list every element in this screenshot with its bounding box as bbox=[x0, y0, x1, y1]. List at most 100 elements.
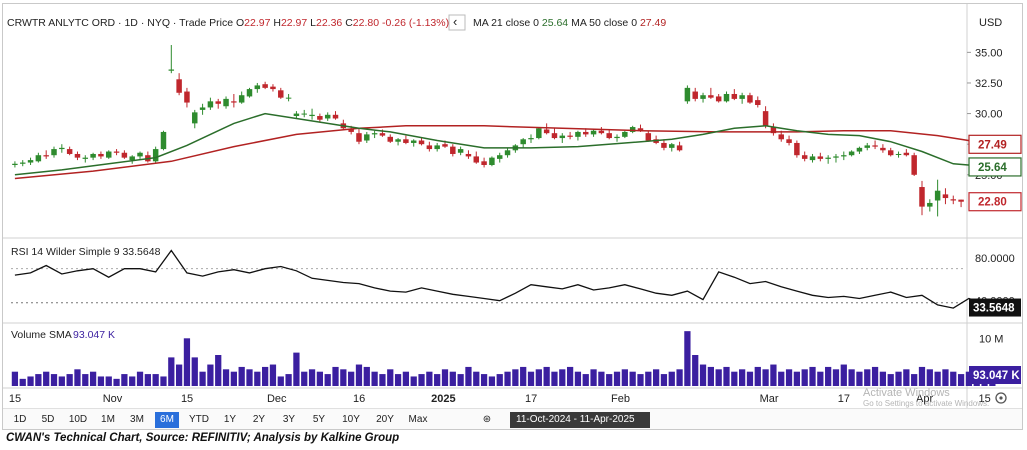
volume-bar bbox=[754, 366, 761, 386]
candle bbox=[403, 139, 409, 143]
range-button-5y[interactable]: 5Y bbox=[312, 414, 326, 425]
volume-bar bbox=[684, 331, 691, 386]
volume-bar bbox=[598, 371, 605, 386]
volume-bar bbox=[950, 371, 957, 386]
range-button-ytd[interactable]: YTD bbox=[189, 414, 209, 425]
x-tick-label: Feb bbox=[611, 393, 630, 405]
range-button-6m[interactable]: 6M bbox=[155, 412, 179, 428]
candle bbox=[364, 134, 370, 141]
volume-bar bbox=[590, 369, 597, 386]
candle bbox=[223, 98, 229, 107]
ohlc-legend: CRWTR ANLYTC ORD · 1D · NYQ · Trade Pric… bbox=[7, 17, 449, 29]
candle bbox=[489, 157, 495, 165]
volume-bar bbox=[379, 374, 386, 386]
candle bbox=[770, 127, 777, 134]
volume-badge-label: 93.047 K bbox=[973, 370, 1020, 382]
volume-bar bbox=[168, 357, 175, 386]
candle bbox=[176, 79, 182, 93]
range-button-1d[interactable]: 1D bbox=[13, 414, 27, 425]
rsi-badge bbox=[969, 298, 1021, 317]
rsi-tick-label: 80.0000 bbox=[975, 253, 1015, 265]
range-button-10d[interactable]: 10D bbox=[68, 414, 88, 425]
range-button-3m[interactable]: 3M bbox=[130, 414, 144, 425]
volume-bar bbox=[340, 369, 347, 386]
volume-bar bbox=[82, 374, 89, 386]
volume-bar bbox=[856, 371, 863, 386]
volume-bar bbox=[559, 369, 566, 386]
candle bbox=[98, 153, 104, 157]
date-range-label: 11-Oct-2024 - 11-Apr-2025 bbox=[516, 414, 635, 425]
candle bbox=[848, 151, 855, 156]
candle bbox=[528, 138, 534, 140]
volume-bar bbox=[864, 369, 871, 386]
volume-bar bbox=[480, 374, 488, 386]
volume-bar bbox=[238, 366, 245, 386]
volume-bar bbox=[746, 371, 754, 386]
volume-bar bbox=[895, 371, 902, 386]
volume-bar bbox=[410, 376, 417, 386]
price-badge-label: 27.49 bbox=[978, 139, 1007, 151]
candle bbox=[285, 97, 292, 99]
candle bbox=[504, 150, 511, 156]
candle bbox=[551, 133, 558, 139]
chart-legend: CRWTR ANLYTC ORD · 1D · NYQ · Trade Pric… bbox=[7, 14, 666, 31]
range-button-max[interactable]: Max bbox=[408, 414, 428, 425]
collapse-legend-button[interactable] bbox=[448, 14, 466, 31]
volume-bar bbox=[35, 374, 42, 386]
range-button-1m[interactable]: 1M bbox=[101, 414, 115, 425]
settings-icon[interactable] bbox=[995, 392, 1007, 404]
volume-bar bbox=[11, 371, 19, 386]
candle bbox=[536, 128, 542, 139]
volume-bar bbox=[144, 374, 151, 386]
range-button-3y[interactable]: 3Y bbox=[282, 414, 296, 425]
volume-bar bbox=[66, 374, 73, 386]
candle bbox=[426, 145, 433, 150]
candle bbox=[192, 112, 198, 124]
range-button-20y[interactable]: 20Y bbox=[376, 414, 394, 425]
volume-bar bbox=[903, 369, 910, 386]
volume-bar bbox=[793, 371, 801, 386]
volume-bar bbox=[520, 366, 527, 386]
candle bbox=[583, 131, 589, 135]
volume-bar bbox=[58, 376, 65, 386]
volume-bar bbox=[121, 374, 128, 386]
range-button-1y[interactable]: 1Y bbox=[223, 414, 237, 425]
candle bbox=[598, 130, 605, 134]
volume-bar bbox=[692, 355, 699, 386]
price-badge-label: 22.80 bbox=[978, 197, 1007, 209]
x-tick-label: 17 bbox=[838, 393, 850, 405]
candle bbox=[856, 147, 863, 152]
candle bbox=[379, 133, 386, 136]
volume-bar bbox=[43, 371, 50, 386]
volume-bar bbox=[566, 366, 574, 386]
candle bbox=[238, 95, 245, 103]
candle bbox=[950, 199, 957, 201]
volume-bar bbox=[785, 369, 793, 386]
volume-bar bbox=[934, 371, 941, 386]
candle bbox=[762, 111, 769, 126]
range-button-5d[interactable]: 5D bbox=[41, 414, 55, 425]
volume-bar bbox=[762, 369, 769, 386]
chart-caption: CWAN's Technical Chart, Source: REFINITI… bbox=[6, 432, 400, 444]
volume-bar bbox=[74, 369, 81, 386]
volume-bar bbox=[825, 366, 832, 386]
candle bbox=[676, 145, 683, 151]
rsi-badge-label: 33.5648 bbox=[973, 303, 1015, 315]
volume-bar bbox=[293, 352, 300, 386]
candle bbox=[911, 155, 917, 175]
x-tick-label: 2025 bbox=[431, 393, 455, 405]
candle bbox=[833, 156, 839, 158]
volume-bar bbox=[832, 369, 840, 386]
candle bbox=[629, 127, 636, 132]
compare-icon[interactable]: ⊛ bbox=[482, 414, 492, 425]
date-range-picker[interactable]: 11-Oct-2024 - 11-Apr-2025 ▦ bbox=[510, 412, 650, 428]
range-button-10y[interactable]: 10Y bbox=[342, 414, 360, 425]
range-button-2y[interactable]: 2Y bbox=[252, 414, 266, 425]
candle bbox=[715, 96, 722, 102]
candle bbox=[113, 151, 120, 153]
candle bbox=[903, 152, 910, 156]
volume-bar bbox=[574, 371, 582, 386]
candle bbox=[121, 152, 128, 158]
volume-tick-label: 10 M bbox=[979, 333, 1003, 345]
candle bbox=[410, 140, 417, 143]
